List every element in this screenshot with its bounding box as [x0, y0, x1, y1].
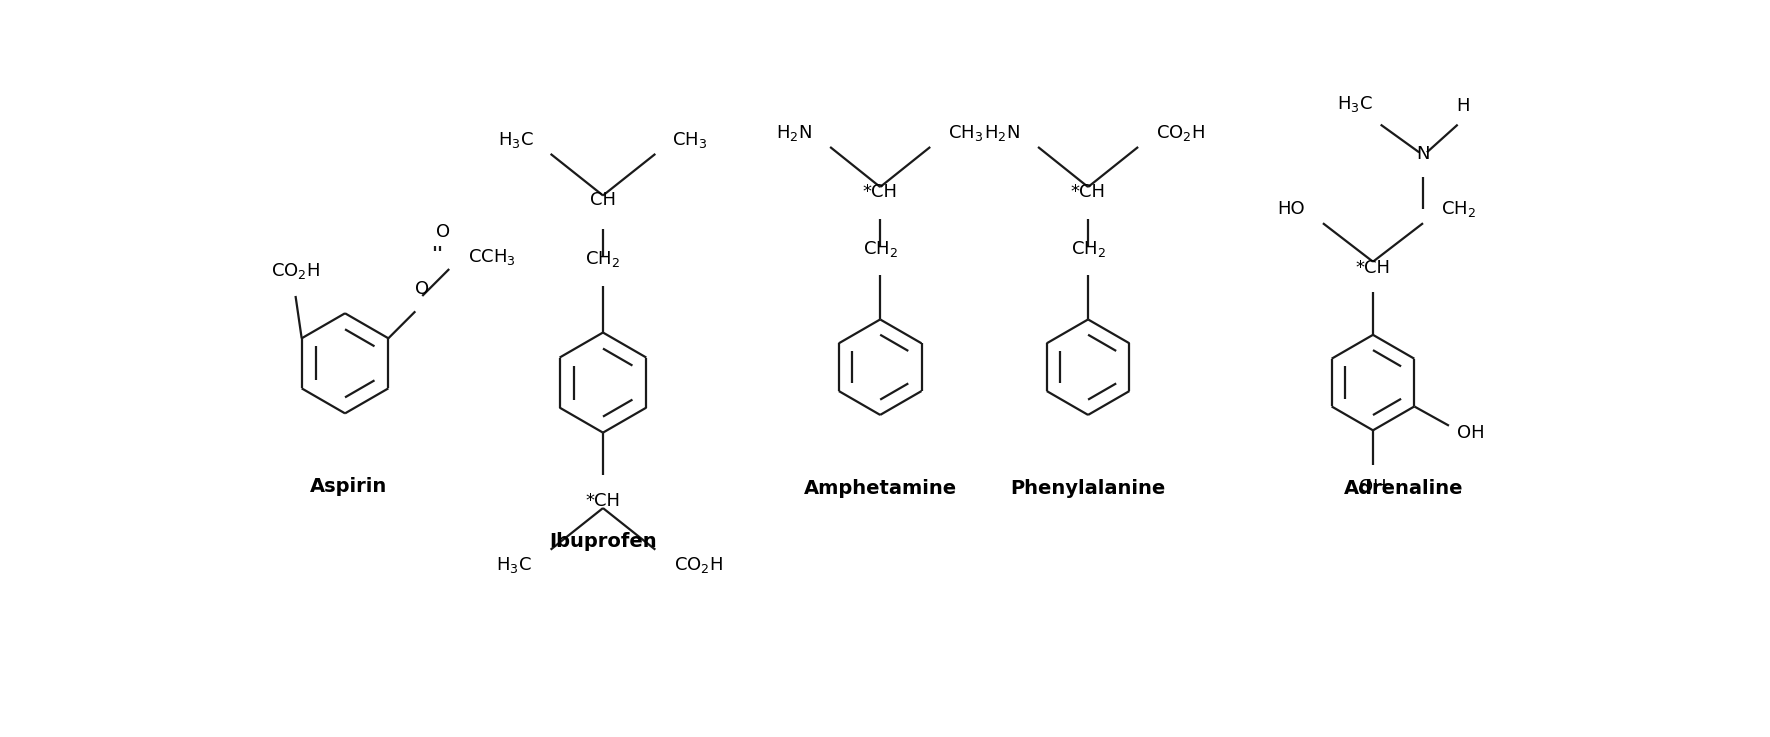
- Text: H: H: [1457, 97, 1469, 116]
- Text: H$_3$C: H$_3$C: [1336, 94, 1374, 113]
- Text: O: O: [435, 223, 450, 240]
- Text: H$_2$N: H$_2$N: [984, 123, 1020, 143]
- Text: Phenylalanine: Phenylalanine: [1011, 478, 1166, 497]
- Text: N: N: [1416, 145, 1430, 163]
- Text: O: O: [416, 280, 430, 298]
- Text: HO: HO: [1278, 200, 1304, 218]
- Text: Adrenaline: Adrenaline: [1343, 478, 1464, 497]
- Text: CH$_3$: CH$_3$: [673, 130, 708, 150]
- Text: *CH: *CH: [586, 492, 621, 510]
- Text: CH$_2$: CH$_2$: [586, 249, 621, 270]
- Text: H$_2$N: H$_2$N: [777, 123, 812, 143]
- Text: CH$_2$: CH$_2$: [1071, 240, 1106, 259]
- Text: CH$_2$: CH$_2$: [1441, 199, 1476, 220]
- Text: Aspirin: Aspirin: [310, 477, 388, 496]
- Text: CH: CH: [589, 192, 616, 209]
- Text: OH: OH: [1457, 425, 1485, 442]
- Text: Amphetamine: Amphetamine: [804, 478, 958, 497]
- Text: CCH$_3$: CCH$_3$: [469, 248, 517, 268]
- Text: CH$_3$: CH$_3$: [949, 123, 982, 143]
- Text: H$_3$C: H$_3$C: [497, 130, 535, 150]
- Text: CO$_2$H: CO$_2$H: [1156, 123, 1205, 143]
- Text: OH: OH: [1359, 478, 1386, 496]
- Text: CO$_2$H: CO$_2$H: [271, 261, 320, 281]
- Text: *CH: *CH: [1356, 259, 1391, 277]
- Text: *CH: *CH: [862, 183, 897, 201]
- Text: *CH: *CH: [1071, 183, 1106, 201]
- Text: CO$_2$H: CO$_2$H: [674, 555, 722, 575]
- Text: CH$_2$: CH$_2$: [862, 240, 897, 259]
- Text: Ibuprofen: Ibuprofen: [549, 532, 657, 551]
- Text: H$_3$C: H$_3$C: [496, 555, 533, 575]
